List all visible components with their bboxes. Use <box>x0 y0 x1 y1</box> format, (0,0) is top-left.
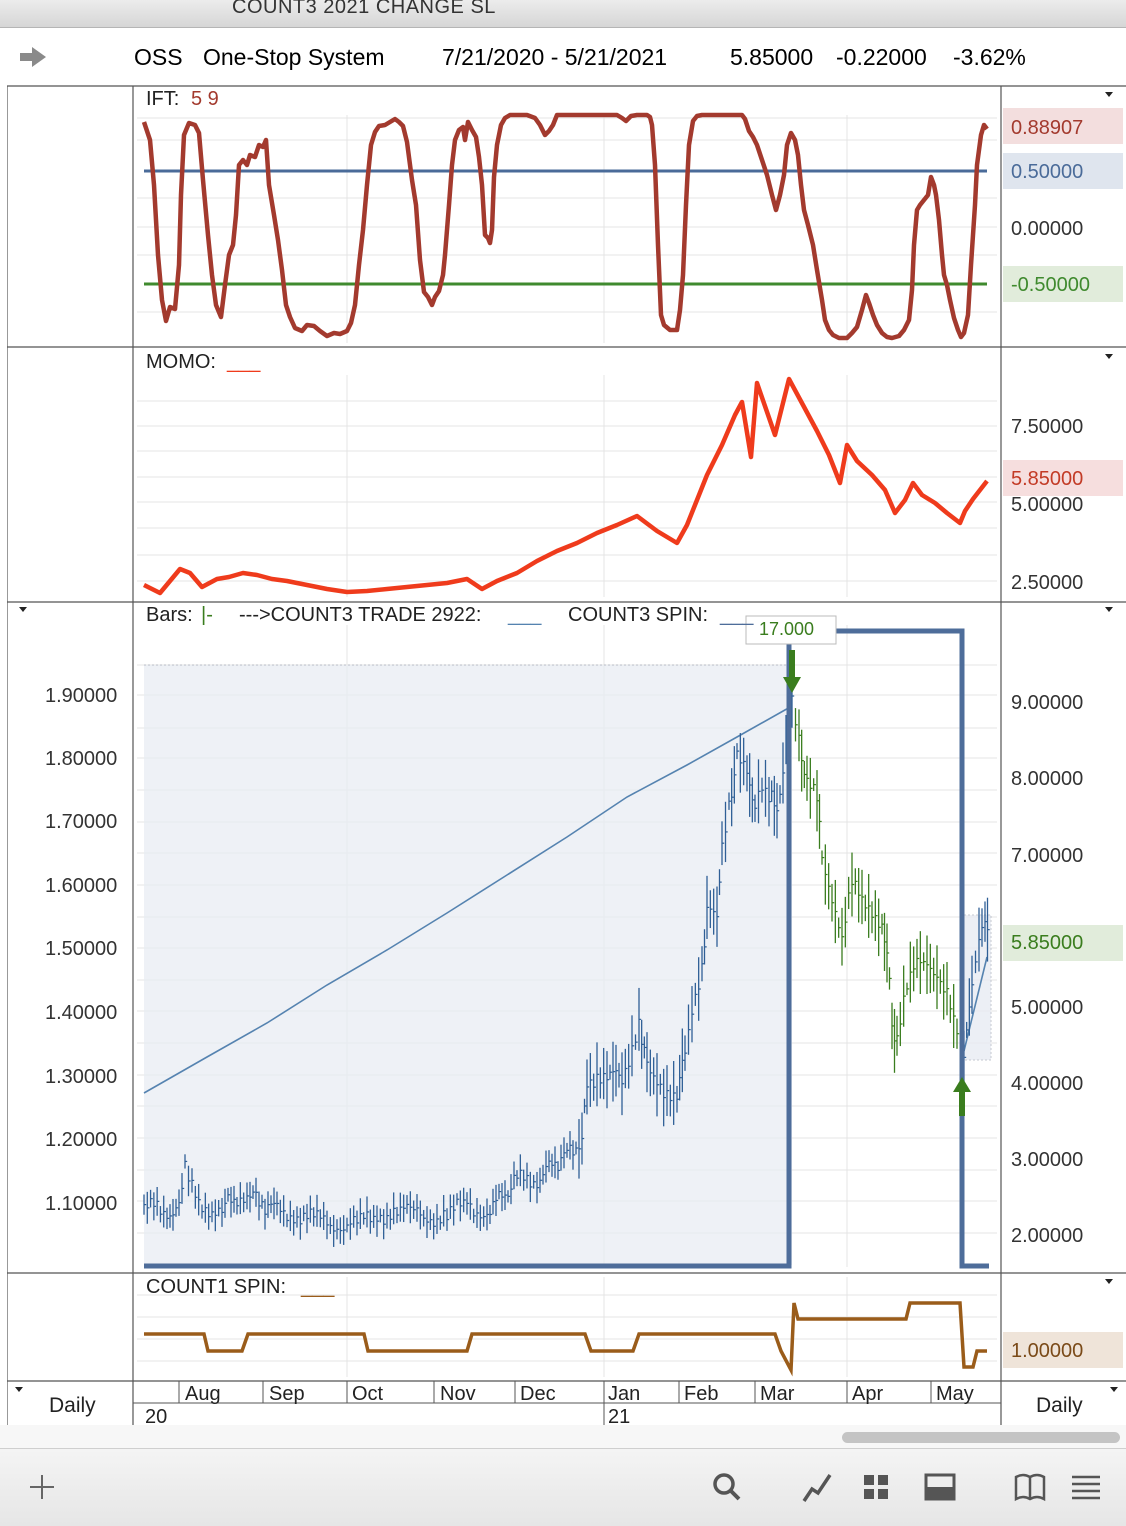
trade-shade-1 <box>144 665 792 1265</box>
trade-flag-text: 17.000 <box>759 619 814 639</box>
spin-legend: ___ <box>719 604 754 626</box>
count3-spin-line <box>144 628 989 1269</box>
svg-text:5.85000: 5.85000 <box>1011 468 1083 490</box>
sell-arrow-icon <box>783 677 801 693</box>
svg-text:2.50000: 2.50000 <box>1011 572 1083 594</box>
svg-text:20: 20 <box>145 1406 167 1425</box>
svg-text:7.00000: 7.00000 <box>1011 845 1083 867</box>
scrollbar-thumb[interactable] <box>842 1432 1120 1443</box>
window-title: COUNT3 2021 CHANGE SL <box>232 0 496 18</box>
svg-text:1.10000: 1.10000 <box>45 1193 117 1215</box>
trade-label: --->COUNT3 TRADE 2922: <box>239 604 481 626</box>
count1-panel <box>137 1277 997 1377</box>
ift-badges: 0.88907 0.50000 0.00000 -0.50000 <box>1003 108 1123 302</box>
svg-text:7.50000: 7.50000 <box>1011 416 1083 438</box>
svg-text:Apr: Apr <box>852 1383 883 1405</box>
svg-text:5.00000: 5.00000 <box>1011 494 1083 516</box>
x-axis: Aug Sep Oct Nov Dec Jan Feb Mar Apr May … <box>133 1381 1001 1425</box>
price-change-pct: -3.62% <box>953 44 1026 70</box>
panel-menu-carets[interactable] <box>15 92 1118 1392</box>
window-title-bar: COUNT3 2021 CHANGE SL <box>0 0 1126 28</box>
ift-label: IFT: <box>146 88 179 110</box>
line-chart-icon[interactable] <box>798 1467 838 1507</box>
svg-text:1.80000: 1.80000 <box>45 748 117 770</box>
svg-text:1.90000: 1.90000 <box>45 685 117 707</box>
svg-text:1.20000: 1.20000 <box>45 1129 117 1151</box>
ift-panel <box>137 112 997 343</box>
momo-panel <box>137 375 997 597</box>
arrow-right-icon[interactable] <box>18 45 48 69</box>
price-left-axis: 1.90000 1.80000 1.70000 1.60000 1.50000 … <box>45 685 117 1215</box>
symbol-ticker: OSS <box>134 44 183 70</box>
svg-text:1.40000: 1.40000 <box>45 1002 117 1024</box>
price-bars <box>143 664 990 1247</box>
ift-params: 5 9 <box>191 88 219 110</box>
trade-flag <box>745 615 837 645</box>
svg-text:Aug: Aug <box>185 1383 221 1405</box>
momo-axis: 7.50000 5.00000 5.85000 2.50000 <box>1003 416 1123 594</box>
momo-label: MOMO: <box>146 351 216 373</box>
svg-text:1.70000: 1.70000 <box>45 811 117 833</box>
chart-area[interactable]: 17.000 0.88907 0.50000 0.00000 -0.50000 … <box>7 85 1126 1425</box>
svg-text:Dec: Dec <box>520 1383 556 1405</box>
price-panel: 17.000 <box>137 615 997 1269</box>
svg-text:1.50000: 1.50000 <box>45 938 117 960</box>
bars-label: Bars: <box>146 604 193 626</box>
ift-line <box>141 112 989 341</box>
svg-text:-0.50000: -0.50000 <box>1011 274 1090 296</box>
count3-trade-line <box>143 705 793 1094</box>
plus-icon[interactable] <box>22 1467 62 1507</box>
svg-text:1.00000: 1.00000 <box>1011 1340 1083 1362</box>
svg-text:9.00000: 9.00000 <box>1011 692 1083 714</box>
svg-text:1.30000: 1.30000 <box>45 1066 117 1088</box>
svg-text:Jan: Jan <box>608 1383 640 1405</box>
svg-text:5.85000: 5.85000 <box>1011 932 1083 954</box>
count1-legend: ___ <box>300 1276 335 1298</box>
svg-text:0.50000: 0.50000 <box>1011 161 1083 183</box>
momo-legend: ___ <box>226 351 261 373</box>
svg-text:3.00000: 3.00000 <box>1011 1149 1083 1171</box>
count1-spin-line <box>144 1301 987 1377</box>
svg-text:Nov: Nov <box>440 1383 476 1405</box>
svg-text:0.88907: 0.88907 <box>1011 117 1083 139</box>
bottom-toolbar <box>0 1448 1126 1526</box>
svg-text:Sep: Sep <box>269 1383 305 1405</box>
trade-legend: ___ <box>507 604 542 626</box>
momo-line <box>142 376 989 596</box>
buy-arrow-icon <box>953 1077 971 1092</box>
left-period-select[interactable]: Daily <box>49 1394 96 1417</box>
date-range: 7/21/2020 - 5/21/2021 <box>442 44 668 70</box>
symbol-header: OSS One-Stop System 7/21/2020 - 5/21/202… <box>0 28 1126 86</box>
svg-text:Feb: Feb <box>684 1383 718 1405</box>
price-change: -0.22000 <box>836 44 927 70</box>
svg-text:May: May <box>936 1383 974 1405</box>
svg-text:Oct: Oct <box>352 1383 384 1405</box>
svg-text:8.00000: 8.00000 <box>1011 768 1083 790</box>
spin-label: COUNT3 SPIN: <box>568 604 708 626</box>
window-icon[interactable] <box>920 1467 960 1507</box>
svg-text:21: 21 <box>608 1406 630 1425</box>
svg-text:2.00000: 2.00000 <box>1011 1225 1083 1247</box>
menu-icon[interactable] <box>1066 1467 1106 1507</box>
price-right-axis: 9.00000 8.00000 7.00000 5.85000 5.00000 … <box>1003 692 1123 1247</box>
bars-glyph: |- <box>201 604 213 626</box>
svg-text:Mar: Mar <box>760 1383 795 1405</box>
last-price: 5.85000 <box>730 44 814 70</box>
search-icon[interactable] <box>707 1467 747 1507</box>
svg-text:4.00000: 4.00000 <box>1011 1073 1083 1095</box>
count1-label: COUNT1 SPIN: <box>146 1276 286 1298</box>
svg-text:0.00000: 0.00000 <box>1011 218 1083 240</box>
right-period-select[interactable]: Daily <box>1036 1394 1083 1417</box>
count1-axis: 1.00000 <box>1003 1332 1123 1368</box>
svg-text:1.60000: 1.60000 <box>45 875 117 897</box>
svg-text:5.00000: 5.00000 <box>1011 997 1083 1019</box>
symbol-name: One-Stop System <box>203 44 385 70</box>
grid-icon[interactable] <box>856 1467 896 1507</box>
book-icon[interactable] <box>1010 1467 1050 1507</box>
